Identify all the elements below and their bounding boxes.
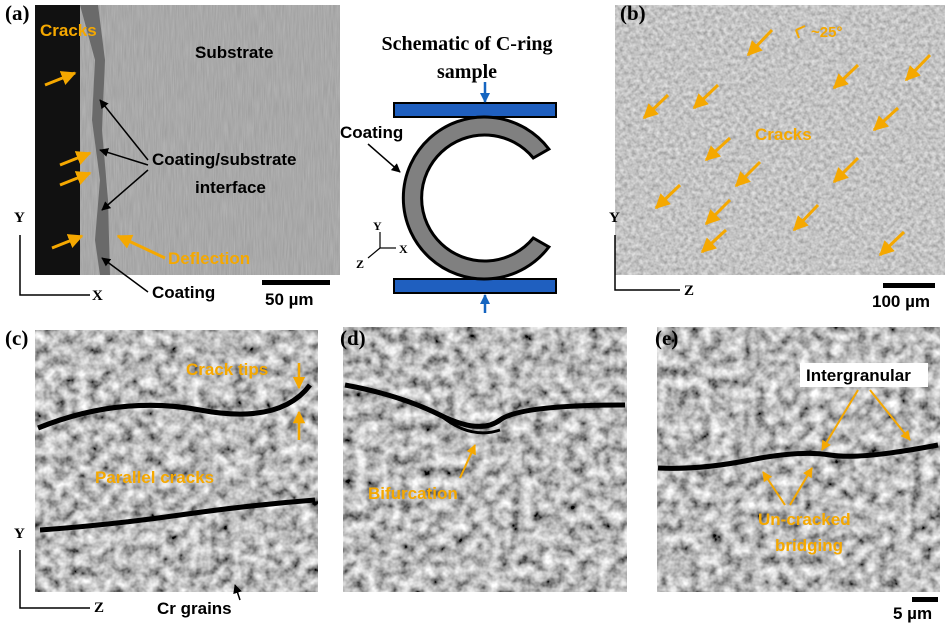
panel-label: (a) bbox=[5, 1, 30, 25]
annotation: Cracks bbox=[40, 21, 97, 40]
annotation: Un-cracked bbox=[758, 510, 851, 529]
annotation: Parallel cracks bbox=[95, 468, 214, 487]
panel-a: (a) Cracks Substrate Coating/substrate i… bbox=[5, 1, 340, 309]
axis-label: Z bbox=[94, 600, 104, 616]
title: Schematic of C-ring bbox=[381, 33, 552, 55]
schematic: Schematic of C-ring sample Coating Y X Z bbox=[340, 33, 556, 313]
plate bbox=[394, 279, 556, 293]
annotation: ~25° bbox=[811, 24, 842, 41]
scale-bar bbox=[262, 280, 330, 285]
axis-label: Z bbox=[356, 257, 364, 271]
annotation: Cracks bbox=[755, 125, 812, 144]
annotation: Coating bbox=[152, 283, 215, 302]
plate bbox=[394, 103, 556, 117]
micrograph bbox=[343, 327, 627, 592]
c-ring bbox=[403, 117, 549, 279]
panel-label: (c) bbox=[5, 326, 28, 350]
axis-label: Y bbox=[14, 210, 25, 226]
scale-bar bbox=[912, 597, 938, 602]
arrow bbox=[368, 144, 400, 172]
annotation: Coating bbox=[340, 123, 403, 142]
annotation: bridging bbox=[775, 536, 843, 555]
panel-c: (c) Crack tips Parallel cracks Cr grains… bbox=[5, 326, 318, 618]
micrograph-texture bbox=[35, 5, 340, 275]
axis-label: Y bbox=[373, 219, 382, 233]
coating-edge bbox=[35, 5, 80, 275]
axis-label: Y bbox=[609, 210, 620, 226]
scale-label: 5 µm bbox=[893, 604, 932, 623]
axis-label: X bbox=[399, 242, 408, 256]
axis-label: Y bbox=[14, 526, 25, 542]
scale-bar bbox=[883, 283, 935, 288]
scale-label: 100 µm bbox=[872, 292, 930, 311]
panel-label: (b) bbox=[620, 1, 646, 25]
annotation: interface bbox=[195, 178, 266, 197]
axes bbox=[368, 232, 396, 258]
scale-label: 50 µm bbox=[265, 290, 314, 309]
micrograph bbox=[35, 330, 318, 592]
annotation: Bifurcation bbox=[368, 484, 458, 503]
axis-label: Z bbox=[684, 283, 694, 299]
annotation: Crack tips bbox=[186, 360, 268, 379]
title: sample bbox=[437, 61, 497, 83]
annotation: Deflection bbox=[168, 249, 250, 268]
panel-d: (d) Bifurcation bbox=[340, 326, 627, 592]
panel-e: (e) Intergranular Un-cracked bridging 5 … bbox=[655, 326, 940, 623]
annotation: Intergranular bbox=[806, 366, 911, 385]
annotation: Substrate bbox=[195, 43, 273, 62]
panel-b: (b) ~25° Cracks Y Z 100 µm bbox=[609, 1, 945, 311]
panel-label: (e) bbox=[655, 326, 678, 350]
annotation: Coating/substrate bbox=[152, 150, 297, 169]
annotation: Cr grains bbox=[157, 599, 232, 618]
figure: (a) Cracks Substrate Coating/substrate i… bbox=[0, 0, 946, 623]
axis-label: X bbox=[92, 288, 103, 304]
panel-label: (d) bbox=[340, 326, 366, 350]
